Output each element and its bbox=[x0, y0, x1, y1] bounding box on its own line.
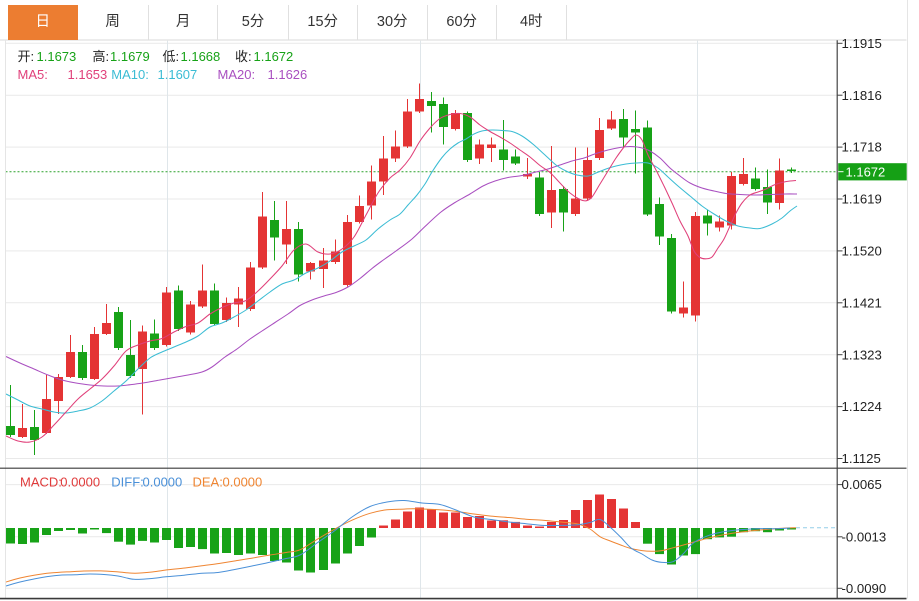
svg-text:1.1718: 1.1718 bbox=[842, 140, 882, 155]
svg-text:1.1323: 1.1323 bbox=[842, 347, 882, 362]
svg-text:1.1672: 1.1672 bbox=[846, 165, 886, 180]
svg-text:-0.0013: -0.0013 bbox=[842, 529, 887, 544]
svg-text:1.1915: 1.1915 bbox=[842, 36, 882, 51]
svg-text:-0.0090: -0.0090 bbox=[842, 581, 887, 596]
svg-text:1.1421: 1.1421 bbox=[842, 295, 882, 310]
svg-text:1.1816: 1.1816 bbox=[842, 88, 882, 103]
svg-text:1.1224: 1.1224 bbox=[842, 399, 882, 414]
svg-text:0.0065: 0.0065 bbox=[842, 477, 882, 492]
svg-text:1.1619: 1.1619 bbox=[842, 192, 882, 207]
svg-text:1.1125: 1.1125 bbox=[842, 451, 881, 466]
svg-text:1.1520: 1.1520 bbox=[842, 244, 882, 259]
